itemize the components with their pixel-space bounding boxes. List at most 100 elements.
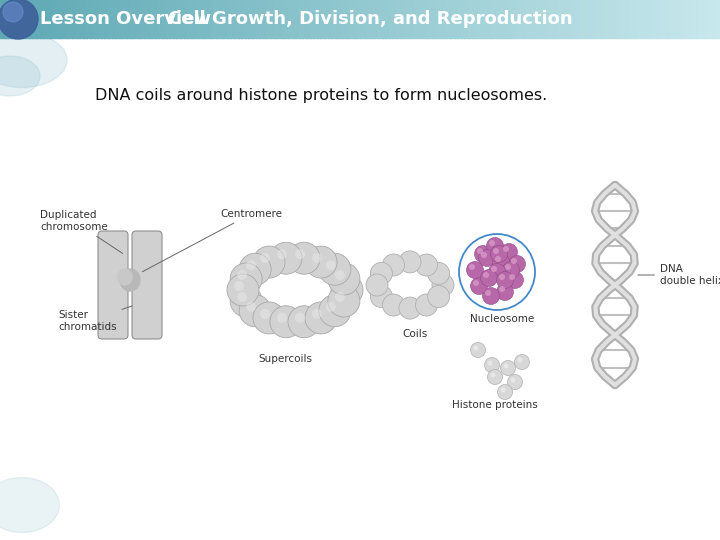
Bar xyxy=(230,0,235,38)
Circle shape xyxy=(491,266,497,272)
Text: Nucleosome: Nucleosome xyxy=(470,314,534,324)
Bar xyxy=(353,0,357,38)
Bar xyxy=(497,0,501,38)
Bar xyxy=(198,0,202,38)
Bar xyxy=(641,0,645,38)
Bar xyxy=(644,0,649,38)
Bar xyxy=(457,0,462,38)
Bar xyxy=(137,0,141,38)
Circle shape xyxy=(328,285,360,317)
Bar xyxy=(187,0,192,38)
Bar xyxy=(540,0,544,38)
Circle shape xyxy=(335,270,345,280)
Bar xyxy=(162,0,166,38)
Ellipse shape xyxy=(0,56,40,96)
Bar xyxy=(601,0,606,38)
Bar xyxy=(472,0,476,38)
Circle shape xyxy=(382,294,405,316)
Circle shape xyxy=(428,286,449,308)
Text: Centromere: Centromere xyxy=(143,209,282,272)
Circle shape xyxy=(487,361,492,366)
Circle shape xyxy=(503,363,508,368)
Circle shape xyxy=(485,357,500,373)
Bar xyxy=(392,0,397,38)
Bar xyxy=(544,0,548,38)
Bar xyxy=(378,0,382,38)
Bar xyxy=(288,0,292,38)
Bar xyxy=(490,0,494,38)
Bar xyxy=(212,0,217,38)
Circle shape xyxy=(503,261,520,279)
Bar xyxy=(277,0,282,38)
Circle shape xyxy=(230,285,262,317)
Bar xyxy=(119,0,123,38)
Circle shape xyxy=(305,246,337,278)
Bar xyxy=(284,0,289,38)
Bar xyxy=(130,0,134,38)
Circle shape xyxy=(246,260,256,271)
Circle shape xyxy=(489,240,495,246)
Bar xyxy=(54,0,58,38)
Bar xyxy=(324,0,328,38)
Bar xyxy=(331,0,336,38)
Text: Lesson Overview: Lesson Overview xyxy=(40,10,211,28)
Bar xyxy=(583,0,588,38)
Circle shape xyxy=(499,274,505,280)
Bar xyxy=(83,0,87,38)
Circle shape xyxy=(370,286,392,308)
Circle shape xyxy=(492,253,510,271)
Circle shape xyxy=(335,292,345,302)
Circle shape xyxy=(508,375,523,389)
Bar xyxy=(263,0,267,38)
Bar xyxy=(605,0,609,38)
Bar xyxy=(418,0,422,38)
Circle shape xyxy=(469,264,475,270)
Bar xyxy=(166,0,170,38)
Text: DNA coils around histone proteins to form nucleosomes.: DNA coils around histone proteins to for… xyxy=(95,88,547,103)
Circle shape xyxy=(497,272,513,288)
Bar xyxy=(4,0,8,38)
Bar xyxy=(14,0,19,38)
Circle shape xyxy=(487,238,503,254)
Circle shape xyxy=(498,384,513,400)
Bar xyxy=(608,0,613,38)
Bar xyxy=(382,0,386,38)
Circle shape xyxy=(428,262,449,285)
Bar xyxy=(7,0,12,38)
Bar xyxy=(410,0,415,38)
Bar xyxy=(158,0,163,38)
Bar xyxy=(698,0,703,38)
Bar xyxy=(234,0,238,38)
Bar xyxy=(32,0,37,38)
Bar xyxy=(533,0,537,38)
Bar xyxy=(403,0,408,38)
Bar xyxy=(292,0,296,38)
Circle shape xyxy=(270,242,302,274)
Circle shape xyxy=(319,295,351,327)
Bar xyxy=(590,0,595,38)
Bar xyxy=(140,0,145,38)
Bar xyxy=(677,0,681,38)
Bar xyxy=(652,0,656,38)
Bar xyxy=(256,0,260,38)
Circle shape xyxy=(399,297,421,319)
Bar xyxy=(576,0,580,38)
Bar xyxy=(68,0,73,38)
Circle shape xyxy=(509,274,515,280)
Bar xyxy=(547,0,552,38)
Bar xyxy=(529,0,534,38)
Circle shape xyxy=(277,313,287,323)
Bar xyxy=(299,0,303,38)
Bar xyxy=(115,0,120,38)
Bar xyxy=(346,0,350,38)
Bar xyxy=(482,0,487,38)
Bar xyxy=(72,0,76,38)
Circle shape xyxy=(237,270,247,280)
Circle shape xyxy=(508,255,526,273)
Circle shape xyxy=(477,248,483,254)
Bar xyxy=(320,0,325,38)
Circle shape xyxy=(483,272,489,278)
Bar xyxy=(594,0,598,38)
Bar xyxy=(18,0,22,38)
Circle shape xyxy=(503,246,509,252)
